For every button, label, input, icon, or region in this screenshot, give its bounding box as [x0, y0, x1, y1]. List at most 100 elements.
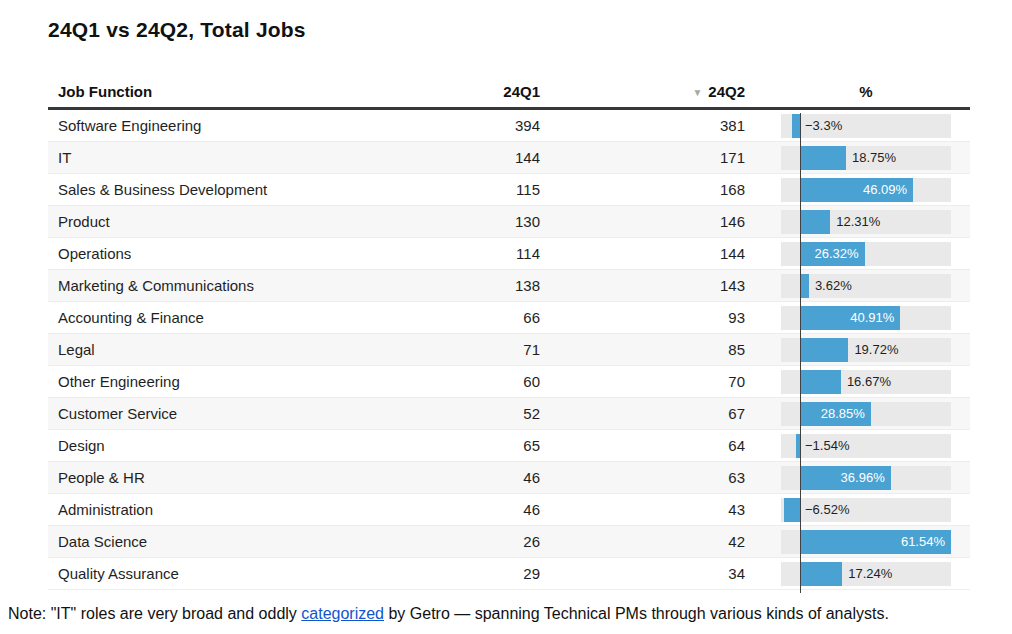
- q1-value-cell: 115: [350, 181, 540, 198]
- job-function-cell: Sales & Business Development: [48, 181, 350, 198]
- page-title: 24Q1 vs 24Q2, Total Jobs: [48, 18, 1012, 42]
- pct-change-label: 3.62%: [815, 274, 852, 298]
- q2-value-cell: 63: [540, 469, 745, 486]
- job-function-cell: Product: [48, 213, 350, 230]
- pct-change-label: 17.24%: [848, 562, 892, 586]
- pct-change-cell: −1.54%: [781, 434, 951, 458]
- table-row[interactable]: Administration4643 −6.52%: [48, 494, 970, 526]
- bar-fill: [800, 562, 842, 586]
- pct-change-cell: 18.75%: [781, 146, 951, 170]
- table-row[interactable]: Product13014612.31%: [48, 206, 970, 238]
- q2-value-cell: 144: [540, 245, 745, 262]
- q1-value-cell: 52: [350, 405, 540, 422]
- q2-value-cell: 42: [540, 533, 745, 550]
- job-function-cell: People & HR: [48, 469, 350, 486]
- categorized-link[interactable]: categorized: [301, 605, 384, 622]
- bar-track: −3.3%: [781, 114, 951, 138]
- q2-value-cell: 70: [540, 373, 745, 390]
- table-row[interactable]: Data Science264261.54%: [48, 526, 970, 558]
- table-row[interactable]: Design6564−1.54%: [48, 430, 970, 462]
- table-row[interactable]: Quality Assurance293417.24%: [48, 558, 970, 590]
- table-row[interactable]: Other Engineering607016.67%: [48, 366, 970, 398]
- table-row[interactable]: Software Engineering394381−3.3%: [48, 110, 970, 142]
- pct-change-cell: −3.3%: [781, 114, 951, 138]
- q2-value-cell: 67: [540, 405, 745, 422]
- table-row[interactable]: People & HR466336.96%: [48, 462, 970, 494]
- job-function-cell: Data Science: [48, 533, 350, 550]
- jobs-comparison-table: Job Function 24Q1 ▼24Q2 % Software Engin…: [48, 76, 970, 590]
- bar-fill: [800, 370, 841, 394]
- bar-track: 18.75%: [781, 146, 951, 170]
- job-function-cell: Quality Assurance: [48, 565, 350, 582]
- q2-value-cell: 171: [540, 149, 745, 166]
- pct-change-label: 28.85%: [821, 402, 865, 426]
- pct-change-cell: 12.31%: [781, 210, 951, 234]
- bar-track: 61.54%: [781, 530, 951, 554]
- q1-value-cell: 71: [350, 341, 540, 358]
- table-row[interactable]: Accounting & Finance6693 40.91%: [48, 302, 970, 334]
- job-function-cell: Operations: [48, 245, 350, 262]
- bar-track: 46.09%: [781, 178, 951, 202]
- bar-fill: [800, 274, 809, 298]
- column-header-job-function[interactable]: Job Function: [48, 83, 350, 100]
- table-row[interactable]: Marketing & Communications1381433.62%: [48, 270, 970, 302]
- q1-value-cell: 130: [350, 213, 540, 230]
- table-row[interactable]: Sales & Business Development115168 46.09%: [48, 174, 970, 206]
- bar-track: 40.91%: [781, 306, 951, 330]
- job-function-cell: Customer Service: [48, 405, 350, 422]
- footnote: Note: "IT" roles are very broad and oddl…: [8, 605, 1012, 623]
- pct-change-label: 46.09%: [863, 178, 907, 202]
- bar-track: 36.96%: [781, 466, 951, 490]
- q2-value-cell: 43: [540, 501, 745, 518]
- q1-value-cell: 66: [350, 309, 540, 326]
- bar-track: 12.31%: [781, 210, 951, 234]
- pct-change-label: 36.96%: [841, 466, 885, 490]
- pct-change-cell: 19.72%: [781, 338, 951, 362]
- q1-value-cell: 114: [350, 245, 540, 262]
- table-row[interactable]: Legal7185 19.72%: [48, 334, 970, 366]
- pct-change-cell: 17.24%: [781, 562, 951, 586]
- pct-change-label: 16.67%: [847, 370, 891, 394]
- q2-value-cell: 381: [540, 117, 745, 134]
- pct-change-cell: 36.96%: [781, 466, 951, 490]
- table-header-row: Job Function 24Q1 ▼24Q2 %: [48, 76, 970, 110]
- pct-change-label: −1.54%: [805, 434, 849, 458]
- zero-axis-line: [800, 113, 801, 593]
- column-header-percent[interactable]: %: [781, 83, 951, 100]
- bar-fill: [800, 338, 848, 362]
- pct-change-cell: 46.09%: [781, 178, 951, 202]
- column-header-24q2[interactable]: ▼24Q2: [540, 83, 745, 100]
- pct-change-cell: 40.91%: [781, 306, 951, 330]
- bar-track: 17.24%: [781, 562, 951, 586]
- table-row[interactable]: IT14417118.75%: [48, 142, 970, 174]
- q2-value-cell: 34: [540, 565, 745, 582]
- bar-fill: [792, 114, 800, 138]
- bar-track: −1.54%: [781, 434, 951, 458]
- column-header-24q1[interactable]: 24Q1: [350, 83, 540, 100]
- q2-value-cell: 93: [540, 309, 745, 326]
- pct-change-cell: 3.62%: [781, 274, 951, 298]
- pct-change-cell: 26.32%: [781, 242, 951, 266]
- pct-change-label: 18.75%: [852, 146, 896, 170]
- table-body: Software Engineering394381−3.3%IT1441711…: [48, 110, 970, 590]
- q2-value-cell: 168: [540, 181, 745, 198]
- pct-change-label: 12.31%: [836, 210, 880, 234]
- pct-change-label: −3.3%: [805, 114, 842, 138]
- job-function-cell: Accounting & Finance: [48, 309, 350, 326]
- q1-value-cell: 46: [350, 501, 540, 518]
- q1-value-cell: 394: [350, 117, 540, 134]
- table-row[interactable]: Operations114144 26.32%: [48, 238, 970, 270]
- footnote-text-end: by Getro — spanning Technical PMs throug…: [384, 605, 889, 622]
- bar-track: −6.52%: [781, 498, 951, 522]
- bar-fill: [800, 146, 846, 170]
- job-function-cell: Administration: [48, 501, 350, 518]
- pct-change-label: −6.52%: [805, 498, 849, 522]
- job-function-cell: Design: [48, 437, 350, 454]
- job-function-cell: Legal: [48, 341, 350, 358]
- table-row[interactable]: Customer Service5267 28.85%: [48, 398, 970, 430]
- q2-value-cell: 85: [540, 341, 745, 358]
- q2-value-cell: 64: [540, 437, 745, 454]
- bar-track: 26.32%: [781, 242, 951, 266]
- pct-change-label: 19.72%: [854, 338, 898, 362]
- job-function-cell: Other Engineering: [48, 373, 350, 390]
